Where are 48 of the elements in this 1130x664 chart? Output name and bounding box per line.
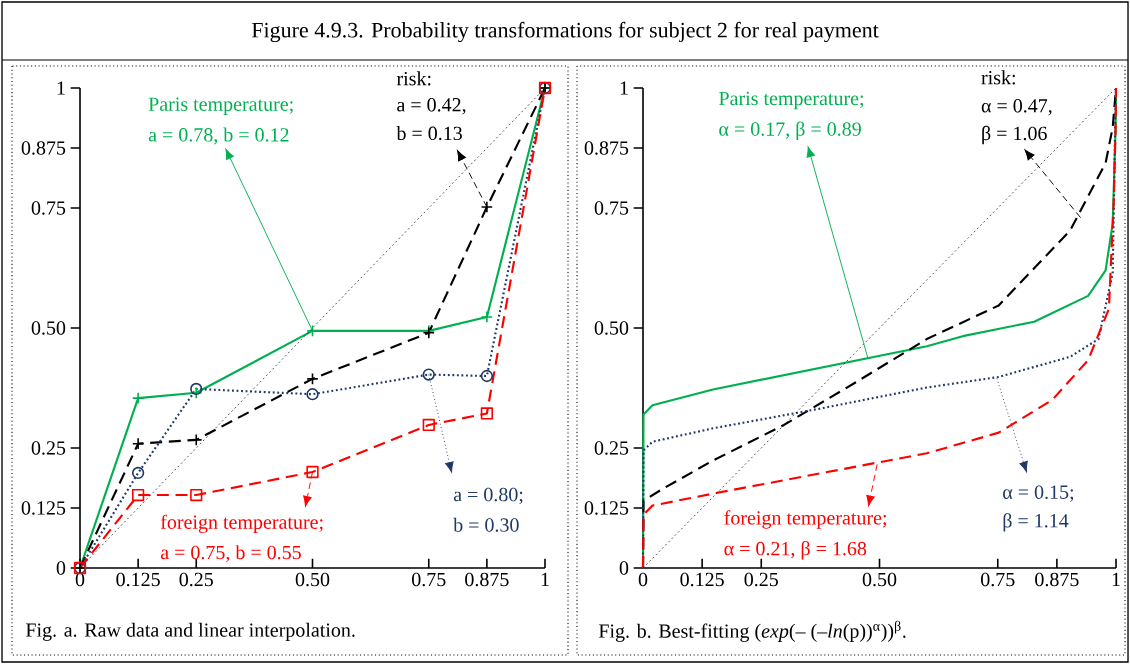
annotation: α = 0.15;: [1003, 485, 1074, 502]
x-tick-label: 0.50: [862, 572, 897, 587]
annotation: Paris temperature;: [148, 97, 293, 115]
x-tick-label: 1: [1112, 572, 1120, 586]
y-tick-label: 0.125: [21, 501, 66, 515]
annotation: Paris temperature;: [719, 91, 864, 110]
chart-title: Figure 4.9.3. Probability transformations for subject 2 for real payment: [251, 21, 879, 43]
y-tick-label: 0.75: [31, 201, 66, 215]
annotation: β = 1.14: [1003, 513, 1069, 532]
x-tick-label: 0.50: [295, 572, 330, 587]
y-tick-label: 0.50: [594, 321, 629, 335]
x-tick-label: 0.75: [412, 572, 446, 587]
text: risk:: [981, 70, 1015, 85]
y-tick-label: 1: [57, 81, 65, 95]
x-tick-label: 0.875: [465, 572, 509, 587]
y-tick-label: 0.50: [31, 321, 66, 335]
y-tick-label: 0: [56, 561, 66, 575]
annotation: a = 0.75, b = 0.55: [160, 545, 301, 563]
x-tick-label: 0.75: [981, 572, 1015, 587]
y-tick-label: 0.875: [21, 141, 66, 155]
annotation: b = 0.13: [396, 126, 462, 141]
x-tick-label: 0.25: [744, 572, 778, 587]
x-tick-label: 0.125: [116, 572, 160, 587]
x-tick-label: 0.875: [1035, 572, 1079, 587]
annotation: α = 0.21, β = 1.68: [724, 541, 867, 560]
annotation: α = 0.17, β = 0.89: [719, 121, 861, 140]
y-tick-label: 0.125: [584, 501, 629, 515]
y-tick-label: 0: [619, 561, 629, 575]
x-tick-label: 0.25: [179, 572, 213, 587]
y-tick-label: 0.25: [594, 441, 629, 455]
x-tick-label: 1: [541, 572, 549, 586]
text: Fig. b. Best-fitting (exp(– (–ln(p))$^{α}$))$^{β}$.: [598, 620, 906, 642]
x-tick-label: 0: [638, 572, 648, 587]
annotation: a = 0.80;: [453, 487, 523, 505]
text: Fig. a. Raw data and linear interpolation.: [25, 622, 355, 641]
y-tick-label: 0.75: [594, 201, 629, 215]
annotation: a = 0.78, b = 0.12: [148, 127, 289, 145]
annotation: a = 0.42,: [397, 98, 466, 115]
text: risk:: [396, 71, 431, 86]
x-tick-label: 0.125: [680, 572, 724, 587]
annotation: β = 1.06: [982, 125, 1047, 145]
y-tick-label: 0.25: [31, 441, 66, 455]
annotation: b = 0.30: [453, 517, 519, 532]
annotation: α = 0.47,: [981, 99, 1052, 116]
y-tick-label: 1: [620, 81, 628, 95]
annotation: foreign temperature;: [160, 514, 323, 534]
annotation: foreign temperature;: [724, 510, 886, 529]
y-tick-label: 0.875: [584, 141, 629, 155]
